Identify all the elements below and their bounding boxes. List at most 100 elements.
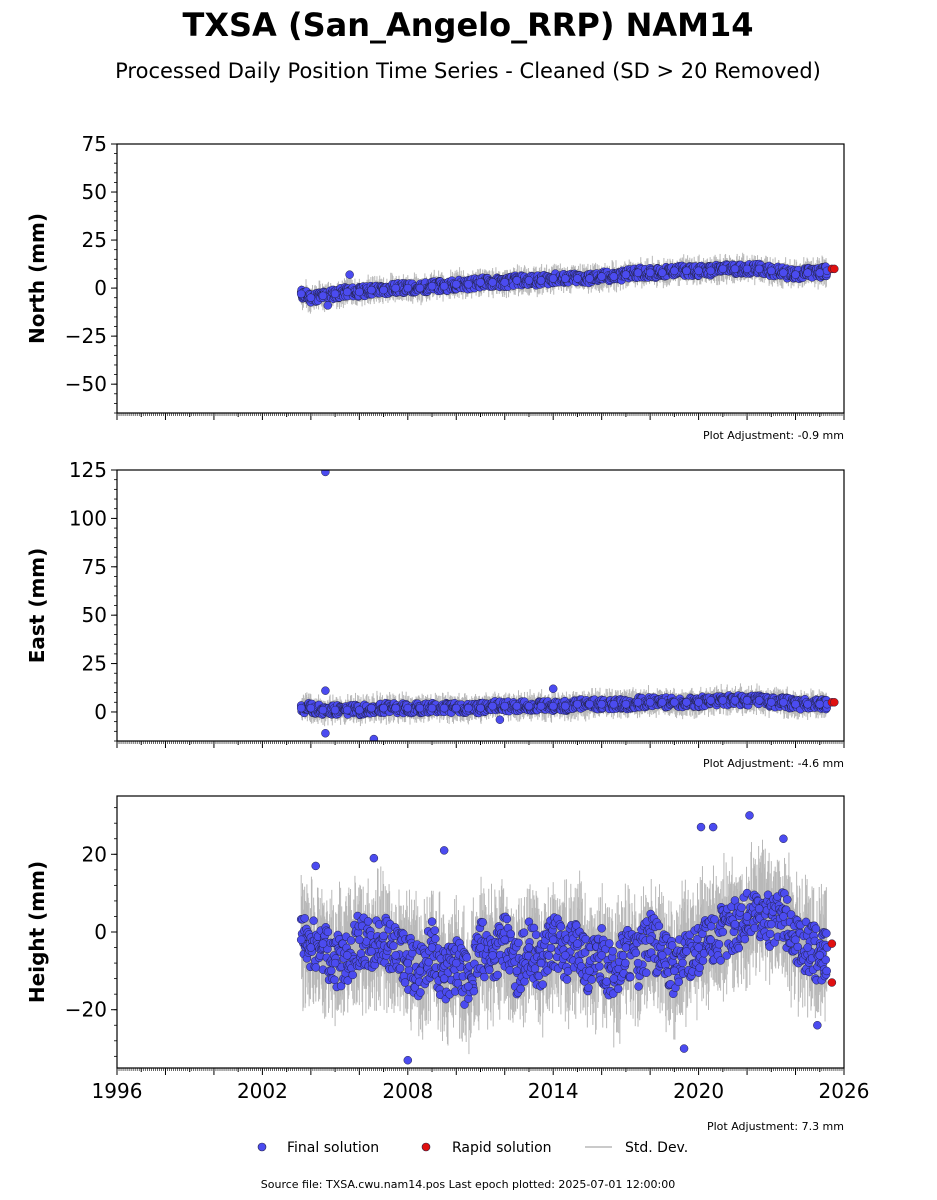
final-point (367, 285, 376, 295)
rapid-point (830, 698, 839, 707)
rapid-point (830, 264, 839, 274)
final-point (803, 699, 812, 709)
final-point (318, 291, 328, 301)
final-point (718, 264, 728, 274)
final-point (779, 698, 788, 707)
final-point (779, 268, 788, 277)
plot-area (296, 811, 837, 1065)
final-outlier-point (495, 715, 505, 724)
final-point (330, 705, 340, 715)
final-point (379, 703, 388, 713)
final-point (367, 703, 376, 713)
plot-area (296, 470, 839, 741)
y-tick-label: 100 (69, 506, 107, 530)
east-panel: 0 25 50 75 100 125 East (mm) Plot Adjustment: -… (25, 458, 845, 770)
final-point (536, 276, 546, 285)
final-point (585, 274, 594, 283)
final-point (296, 703, 306, 713)
final-point (573, 274, 582, 283)
final-point (427, 281, 437, 291)
final-point (296, 289, 306, 299)
final-point (355, 705, 364, 715)
final-outlier-point (345, 270, 354, 279)
y-tick-label: 75 (82, 555, 107, 579)
final-point (512, 701, 522, 711)
final-point (742, 696, 752, 705)
y-tick-label: 50 (82, 603, 107, 627)
final-point (670, 266, 679, 276)
final-point (730, 696, 740, 705)
final-point (427, 703, 437, 713)
final-outlier-point (548, 684, 558, 693)
y-tick-label: −50 (65, 372, 107, 396)
final-point (415, 283, 425, 293)
y-tick-label: 25 (82, 652, 107, 676)
final-point (561, 274, 570, 283)
y-tick-label: 0 (94, 700, 107, 724)
final-point (815, 699, 825, 709)
final-point (597, 272, 606, 281)
final-point (767, 266, 776, 276)
final-outlier-point (323, 301, 333, 310)
final-point (561, 701, 570, 711)
final-point (403, 703, 413, 713)
plot-adjustment: Plot Adjustment: -4.6 mm (703, 757, 844, 770)
final-point (403, 283, 413, 293)
final-outlier-point (321, 470, 330, 477)
final-point (415, 703, 425, 713)
final-point (318, 705, 328, 715)
final-point (452, 280, 461, 289)
final-point (597, 699, 606, 709)
final-point (730, 264, 740, 274)
final-point (524, 276, 534, 285)
final-point (439, 281, 449, 291)
final-point (621, 270, 631, 279)
figure-title: TXSA (San_Angelo_RRP) NAM14 (182, 6, 753, 44)
final-point (342, 705, 352, 715)
y-tick-label: 75 (82, 132, 107, 156)
final-outlier-point (321, 729, 330, 738)
final-point (621, 699, 631, 709)
y-tick-label: 0 (94, 276, 107, 300)
y-axis-label: East (mm) (25, 548, 49, 664)
final-point (718, 696, 728, 705)
final-point (464, 280, 473, 289)
final-point (754, 264, 764, 274)
final-point (391, 703, 400, 713)
final-point (767, 698, 776, 707)
final-point (815, 268, 825, 277)
final-point (706, 696, 715, 705)
final-point (330, 289, 340, 299)
final-point (694, 698, 703, 707)
final-point (658, 268, 667, 277)
final-point (633, 268, 643, 277)
final-point (500, 701, 509, 711)
final-point (742, 264, 752, 274)
y-tick-label: 50 (82, 180, 107, 204)
final-point (682, 266, 691, 276)
final-point (476, 278, 485, 287)
final-point (391, 283, 400, 293)
final-point (306, 293, 316, 302)
final-point (355, 287, 364, 297)
final-point (573, 699, 582, 709)
final-point (488, 701, 497, 711)
final-point (476, 703, 485, 713)
final-point (706, 266, 715, 276)
final-point (791, 270, 800, 279)
final-outlier-point (321, 686, 330, 695)
final-point (524, 701, 534, 711)
y-tick-label: 25 (82, 228, 107, 252)
final-point (694, 266, 703, 276)
final-point (791, 699, 800, 709)
final-point (645, 698, 655, 707)
final-point (658, 698, 667, 707)
y-tick-label: 125 (69, 458, 107, 482)
final-point (512, 276, 522, 285)
final-point (452, 703, 461, 713)
final-point (682, 698, 691, 707)
y-tick-label: −25 (65, 324, 107, 348)
final-point (633, 698, 643, 707)
